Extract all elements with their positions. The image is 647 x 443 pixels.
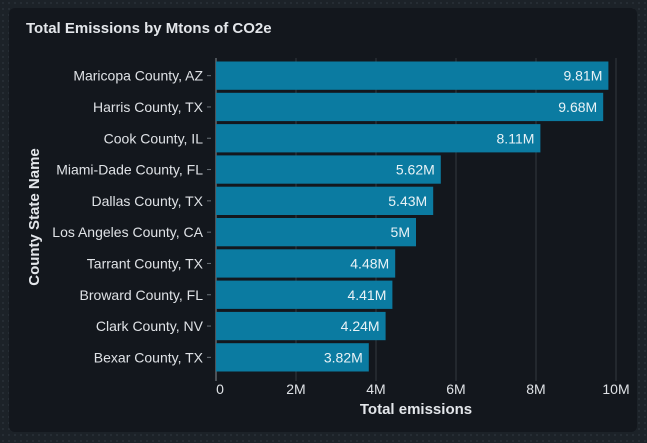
bar-data-label: 4.24M	[341, 318, 380, 334]
bar-data-label: 5.62M	[396, 162, 435, 178]
y-tick-label: Harris County, TX	[93, 99, 204, 115]
y-tick-labels: Maricopa County, AZ Harris County, TX Cook…	[52, 68, 211, 365]
bar[interactable]	[216, 124, 541, 153]
bar[interactable]	[216, 343, 369, 372]
x-tick-label: 4M	[366, 381, 385, 397]
bars: 9.81M 9.68M 8.11M 5.62M 5.43M 5M4.48M 4.41M 4.2…	[216, 61, 609, 372]
x-tick-label: 0	[216, 381, 224, 397]
bar-data-label: 9.81M	[563, 68, 602, 84]
y-tick-label: Clark County, NV	[96, 318, 204, 334]
x-tick-label: 10M	[602, 381, 629, 397]
bar[interactable]	[216, 280, 393, 309]
bar-data-label: 5M	[391, 224, 410, 240]
bar-data-label: 8.11M	[497, 130, 535, 146]
y-tick-label: Bexar County, TX	[94, 349, 204, 365]
x-tick-label: 8M	[526, 381, 545, 397]
bar[interactable]	[216, 249, 396, 278]
y-tick-label: Cook County, IL	[104, 130, 204, 146]
bar[interactable]	[216, 92, 604, 122]
bar-data-label: 9.68M	[558, 99, 597, 115]
y-tick-label: Broward County, FL	[80, 287, 204, 303]
x-tick-labels: 0 2M 4M 6M 8M 10M	[216, 381, 630, 397]
bar[interactable]	[216, 61, 609, 90]
y-tick-label: Dallas County, TX	[91, 193, 203, 209]
chart-title: Total Emissions by Mtons of CO2e	[26, 20, 272, 37]
bar-data-label: 4.41M	[347, 287, 386, 303]
y-axis-title: County State Name	[26, 148, 43, 286]
y-tick-label: Tarrant County, TX	[87, 255, 204, 271]
bar[interactable]	[216, 218, 416, 247]
bar[interactable]	[216, 311, 386, 341]
x-axis-title: Total emissions	[360, 401, 472, 418]
y-tick-label: Los Angeles County, CA	[52, 224, 203, 240]
bar[interactable]	[216, 186, 434, 215]
x-tick-label: 6M	[446, 381, 465, 397]
x-tick-label: 2M	[286, 381, 305, 397]
bar-data-label: 4.48M	[350, 255, 389, 271]
bar-data-label: 3.82M	[324, 349, 363, 365]
y-tick-label: Miami-Dade County, FL	[56, 162, 203, 178]
bar[interactable]	[216, 155, 441, 184]
y-tick-label: Maricopa County, AZ	[73, 68, 203, 84]
bar-data-label: 5.43M	[388, 193, 427, 209]
